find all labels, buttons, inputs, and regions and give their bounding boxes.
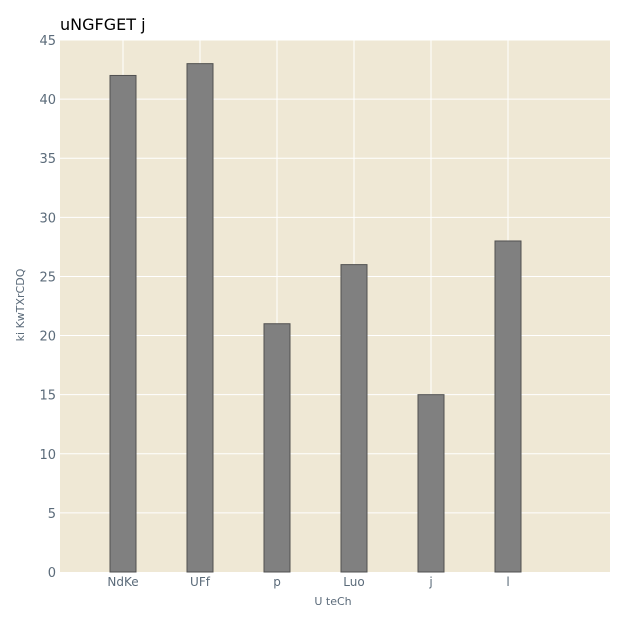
- y-tick-label: 40: [39, 93, 56, 108]
- bar-j: [417, 394, 445, 573]
- x-tick-label: l: [506, 575, 509, 589]
- y-axis-label: ki KwTXrCDQ: [14, 268, 27, 341]
- bar-l: [494, 240, 522, 573]
- x-tick-label: j: [428, 575, 432, 589]
- y-tick-label: 45: [39, 34, 56, 49]
- x-tick-label: UFf: [190, 575, 211, 589]
- y-tick-label: 15: [39, 389, 56, 404]
- x-tick-label: Luo: [343, 575, 364, 589]
- bars: [109, 63, 522, 573]
- y-tick-label: 35: [39, 152, 56, 167]
- y-tick-label: 0: [48, 566, 56, 581]
- y-tick-label: 5: [48, 507, 56, 522]
- bar-NdKe: [109, 74, 137, 573]
- y-tick-label: 30: [39, 211, 56, 226]
- x-tick-label: NdKe: [107, 575, 138, 589]
- x-tick-label: p: [273, 575, 281, 589]
- y-axis-ticks: 0 5 10 15 20 25 30 35 40 45: [39, 34, 56, 581]
- x-axis-ticks: NdKe UFf p Luo j l: [107, 575, 509, 589]
- y-tick-label: 10: [39, 448, 56, 463]
- chart-title: uNGFGET j: [60, 15, 146, 34]
- bar-Luo: [340, 264, 368, 573]
- bar-UFf: [186, 63, 214, 573]
- y-tick-label: 25: [39, 270, 56, 285]
- plot-area: [60, 40, 610, 572]
- bar-p: [263, 323, 291, 573]
- x-axis-label: U teCh: [314, 595, 351, 608]
- y-tick-label: 20: [39, 330, 56, 345]
